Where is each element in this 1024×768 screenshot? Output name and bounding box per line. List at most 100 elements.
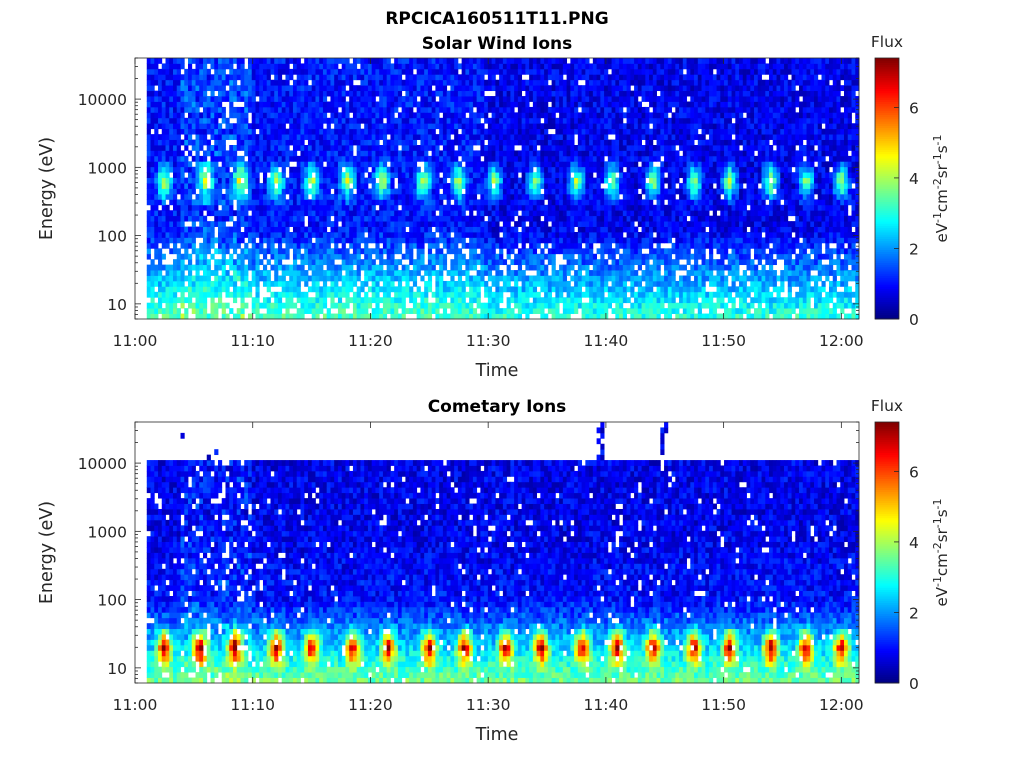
- heatmap-cell: [491, 237, 496, 244]
- heatmap-cell: [150, 242, 155, 249]
- heatmap-cell: [379, 226, 384, 233]
- heatmap-cell: [296, 215, 301, 222]
- heatmap-cell: [300, 123, 305, 130]
- heatmap-cell: [499, 128, 504, 135]
- heatmap-cell: [506, 63, 511, 70]
- heatmap-cell: [431, 183, 436, 189]
- heatmap-cell: [262, 215, 268, 222]
- heatmap-cell: [379, 193, 384, 200]
- heatmap-cell: [416, 58, 421, 64]
- heatmap-cell: [420, 313, 425, 320]
- heatmap-cell: [240, 74, 245, 81]
- heatmap-cell: [457, 193, 463, 200]
- heatmap-cell: [274, 74, 279, 81]
- heatmap-cell: [266, 166, 271, 173]
- heatmap-cell: [469, 259, 474, 266]
- heatmap-cell: [330, 237, 335, 244]
- heatmap-cell: [247, 128, 253, 135]
- heatmap-cell: [521, 259, 526, 266]
- heatmap-cell: [487, 161, 493, 168]
- heatmap-cell: [262, 210, 268, 217]
- heatmap-cell: [461, 117, 466, 124]
- heatmap-cell: [307, 90, 313, 97]
- heatmap-cell: [150, 177, 155, 184]
- heatmap-cell: [416, 204, 421, 211]
- heatmap-cell: [379, 188, 384, 195]
- heatmap-cell: [326, 275, 331, 282]
- heatmap-cell: [521, 204, 526, 211]
- heatmap-cell: [150, 280, 155, 287]
- heatmap-cell: [195, 248, 200, 255]
- heatmap-cell: [360, 79, 365, 86]
- heatmap-cell: [274, 248, 279, 255]
- heatmap-cell: [300, 63, 305, 70]
- heatmap-cell: [161, 264, 166, 271]
- heatmap-cell: [469, 193, 474, 200]
- heatmap-cell: [469, 204, 474, 211]
- heatmap-cell: [191, 188, 196, 195]
- heatmap-cell: [416, 117, 421, 124]
- heatmap-cell: [431, 58, 436, 64]
- heatmap-cell: [334, 90, 339, 97]
- heatmap-cell: [495, 68, 500, 75]
- heatmap-cell: [191, 166, 196, 173]
- heatmap-cell: [330, 106, 335, 113]
- heatmap-cell: [262, 275, 268, 282]
- heatmap-cell: [375, 297, 380, 304]
- heatmap-cell: [266, 275, 271, 282]
- heatmap-cell: [247, 177, 253, 184]
- heatmap-cell: [525, 155, 530, 162]
- heatmap-cell: [247, 253, 253, 260]
- heatmap-cell: [360, 226, 365, 233]
- heatmap-cell: [176, 166, 181, 173]
- heatmap-cell: [367, 302, 373, 309]
- heatmap-cell: [461, 237, 466, 244]
- heatmap-cell: [416, 199, 421, 206]
- heatmap-cell: [457, 145, 463, 151]
- heatmap-cell: [311, 259, 316, 266]
- heatmap-cell: [484, 134, 489, 140]
- heatmap-cell: [480, 96, 485, 102]
- heatmap-cell: [439, 161, 444, 168]
- heatmap-cell: [412, 139, 418, 146]
- heatmap-cell: [570, 248, 575, 255]
- heatmap-cell: [495, 117, 500, 124]
- heatmap-cell: [439, 297, 444, 304]
- heatmap-cell: [292, 210, 298, 217]
- heatmap-cell: [203, 226, 208, 233]
- heatmap-cell: [465, 193, 470, 200]
- heatmap-cell: [203, 85, 208, 92]
- heatmap-cell: [146, 183, 151, 189]
- heatmap-cell: [536, 96, 541, 102]
- heatmap-cell: [319, 308, 324, 314]
- heatmap-cell: [517, 232, 523, 238]
- heatmap-cell: [401, 123, 406, 130]
- heatmap-cell: [397, 210, 403, 217]
- heatmap-cell: [154, 291, 159, 298]
- heatmap-cell: [341, 193, 346, 200]
- heatmap-cell: [210, 188, 215, 195]
- heatmap-cell: [285, 155, 290, 162]
- heatmap-cell: [379, 204, 384, 211]
- heatmap-cell: [427, 79, 433, 86]
- heatmap-cell: [146, 85, 151, 92]
- heatmap-cell: [247, 150, 253, 157]
- heatmap-cell: [510, 96, 515, 102]
- heatmap-cell: [390, 101, 395, 108]
- heatmap-cell: [352, 68, 358, 75]
- heatmap-cell: [266, 58, 271, 64]
- heatmap-cell: [180, 183, 185, 189]
- heatmap-cell: [161, 221, 166, 227]
- heatmap-cell: [206, 139, 211, 146]
- heatmap-cell: [210, 308, 215, 314]
- heatmap-cell: [262, 232, 268, 238]
- heatmap-cell: [206, 199, 211, 206]
- heatmap-cell: [180, 79, 185, 86]
- heatmap-cell: [517, 248, 523, 255]
- heatmap-cell: [173, 291, 178, 298]
- heatmap-cell: [405, 79, 410, 86]
- heatmap-cell: [319, 96, 324, 102]
- heatmap-cell: [364, 161, 369, 168]
- heatmap-cell: [484, 145, 489, 151]
- heatmap-cell: [559, 215, 564, 222]
